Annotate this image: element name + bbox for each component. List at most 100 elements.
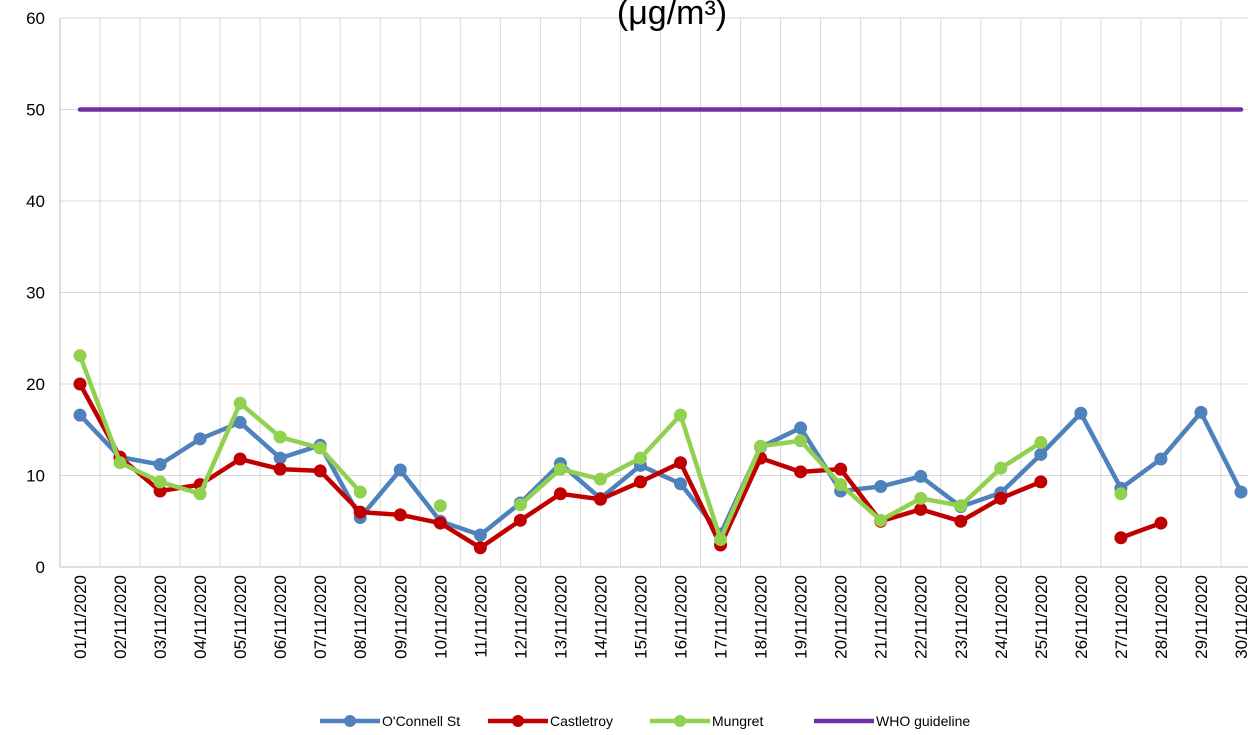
data-point — [513, 498, 527, 512]
series-line — [1118, 520, 1164, 540]
legend-item: Castletroy — [488, 713, 613, 729]
x-tick-label: 29/11/2020 — [1192, 575, 1211, 659]
data-point — [794, 434, 808, 448]
series-line — [518, 412, 1044, 542]
data-point — [153, 458, 167, 472]
x-axis: 01/11/2020 02/11/2020 03/11/2020 04/11/2020… — [71, 575, 1248, 659]
data-point — [593, 472, 607, 486]
data-point — [1234, 485, 1248, 499]
legend-label: Castletroy — [550, 713, 613, 729]
chart-title: (μg/m³) — [617, 0, 727, 32]
x-tick-label: 13/11/2020 — [551, 575, 570, 659]
x-tick-label: 19/11/2020 — [792, 575, 811, 659]
data-point — [914, 502, 928, 516]
data-point — [193, 487, 207, 501]
y-tick-label: 40 — [26, 192, 45, 211]
x-tick-label: 15/11/2020 — [631, 575, 650, 659]
y-axis: 0 10 20 30 40 50 60 — [26, 9, 45, 577]
data-point — [1154, 452, 1168, 466]
x-tick-label: 23/11/2020 — [952, 575, 971, 659]
x-tick-label: 12/11/2020 — [511, 575, 530, 659]
x-tick-label: 08/11/2020 — [351, 575, 370, 659]
data-point — [633, 451, 647, 465]
data-point — [1194, 405, 1208, 419]
legend-label: WHO guideline — [876, 713, 970, 729]
data-point — [954, 514, 968, 528]
x-tick-label: 25/11/2020 — [1032, 575, 1051, 659]
x-tick-label: 01/11/2020 — [71, 575, 90, 659]
data-point — [73, 349, 87, 363]
data-point — [433, 499, 447, 513]
data-point — [553, 487, 567, 501]
data-point — [73, 377, 87, 391]
legend-item: Mungret — [650, 713, 763, 729]
x-tick-label: 11/11/2020 — [471, 575, 490, 658]
data-point — [473, 528, 487, 542]
x-tick-label: 02/11/2020 — [111, 575, 130, 659]
data-point — [153, 475, 167, 489]
data-point — [794, 465, 808, 479]
data-point — [353, 485, 367, 499]
data-point — [714, 533, 728, 547]
data-point — [593, 492, 607, 506]
y-tick-label: 0 — [36, 558, 45, 577]
data-point — [914, 469, 928, 483]
legend-label: Mungret — [712, 713, 763, 729]
data-point — [473, 541, 487, 555]
legend-swatch-marker — [344, 715, 356, 727]
data-point — [193, 432, 207, 446]
data-point — [754, 439, 768, 453]
x-tick-label: 14/11/2020 — [591, 575, 610, 659]
data-point — [313, 441, 327, 455]
x-tick-label: 09/11/2020 — [391, 575, 410, 659]
data-point — [113, 456, 127, 470]
data-point — [273, 451, 287, 465]
x-tick-label: 04/11/2020 — [191, 575, 210, 659]
y-tick-label: 20 — [26, 375, 45, 394]
data-point — [994, 461, 1008, 475]
y-tick-label: 50 — [26, 101, 45, 120]
data-point — [1114, 487, 1128, 501]
x-tick-label: 16/11/2020 — [672, 575, 691, 659]
x-tick-label: 27/11/2020 — [1112, 575, 1131, 659]
x-tick-label: 28/11/2020 — [1152, 575, 1171, 659]
data-point — [393, 508, 407, 522]
x-tick-label: 21/11/2020 — [872, 575, 891, 659]
x-tick-label: 05/11/2020 — [231, 575, 250, 659]
data-point — [633, 475, 647, 489]
data-point — [1034, 475, 1048, 489]
legend-swatch-marker — [512, 715, 524, 727]
legend-item: O'Connell St — [320, 713, 460, 729]
x-tick-label: 10/11/2020 — [431, 575, 450, 659]
x-tick-label: 17/11/2020 — [712, 575, 731, 659]
x-tick-label: 22/11/2020 — [912, 575, 931, 659]
data-point — [1034, 436, 1048, 450]
series-layer — [73, 107, 1248, 555]
data-point — [1114, 531, 1128, 545]
data-point — [1074, 406, 1088, 420]
x-tick-label: 18/11/2020 — [752, 575, 771, 659]
data-point — [794, 421, 808, 435]
legend-swatch-marker — [674, 715, 686, 727]
y-tick-label: 10 — [26, 467, 45, 486]
data-point — [1154, 516, 1168, 530]
legend: O'Connell St Castletroy Mungret WHO guideli… — [320, 713, 970, 729]
x-tick-label: 24/11/2020 — [992, 575, 1011, 659]
data-point — [73, 408, 87, 422]
data-point — [834, 478, 848, 492]
data-point — [233, 452, 247, 466]
x-tick-label: 06/11/2020 — [271, 575, 290, 659]
data-point — [994, 491, 1008, 505]
data-point — [1034, 447, 1048, 461]
series-line — [77, 353, 363, 497]
data-point — [914, 491, 928, 505]
data-point — [674, 456, 688, 470]
legend-label: O'Connell St — [382, 713, 460, 729]
data-point — [273, 462, 287, 476]
grid-layer — [59, 17, 1248, 568]
data-point — [874, 513, 888, 527]
data-point — [153, 484, 167, 498]
x-tick-label: 03/11/2020 — [151, 575, 170, 659]
data-point — [674, 408, 688, 422]
data-point — [393, 463, 407, 477]
